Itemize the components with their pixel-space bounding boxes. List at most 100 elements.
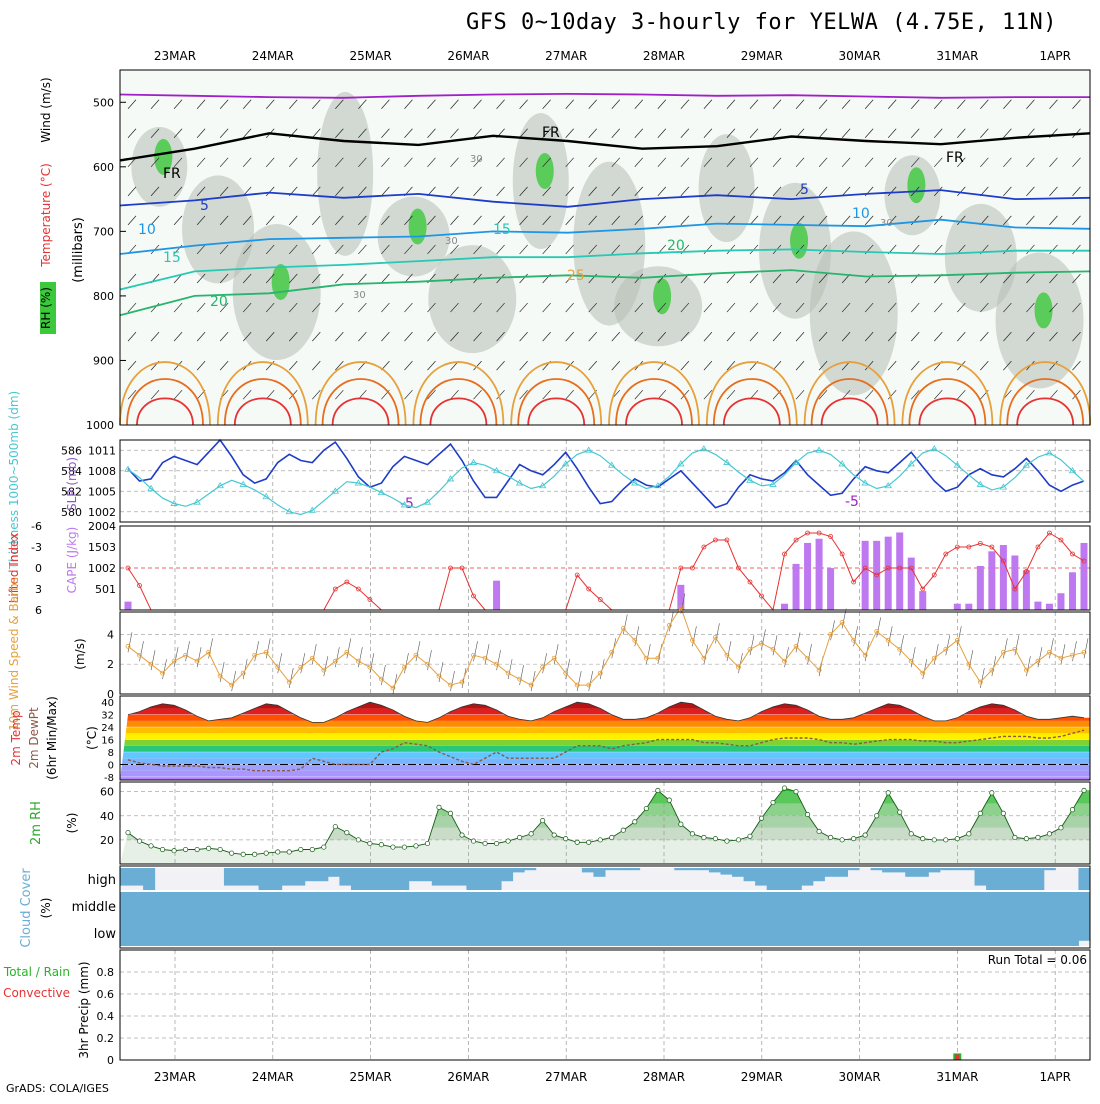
rh2m-marker xyxy=(447,810,454,816)
wind-barb xyxy=(795,389,805,400)
wind-barb xyxy=(335,273,344,284)
rh2m-marker xyxy=(793,789,799,795)
cloud-cover-bar xyxy=(628,920,641,946)
rh2m-marker xyxy=(816,828,822,834)
wind-barb xyxy=(772,331,782,342)
wind-barb xyxy=(404,215,413,226)
rh-green-blob xyxy=(1034,292,1053,329)
wind-barb xyxy=(335,360,344,371)
wind-barb xyxy=(242,331,252,342)
cloud-cover-bar xyxy=(801,920,814,946)
wind-barb-10m xyxy=(749,635,755,656)
cloud-cover-bar xyxy=(732,892,745,920)
cape-bar xyxy=(1011,555,1019,610)
wind-barb xyxy=(404,302,413,313)
wind-barb xyxy=(818,273,828,284)
wind-barb xyxy=(726,389,736,400)
wind-speed-marker xyxy=(793,643,799,649)
isotherm-line xyxy=(119,189,1091,208)
wind-barb xyxy=(703,302,713,313)
wind-speed-marker xyxy=(620,626,626,631)
wind-speed-marker xyxy=(1024,667,1029,673)
rh2m-marker xyxy=(494,840,500,847)
wind-barb xyxy=(473,215,482,226)
wind-barb xyxy=(1049,273,1058,284)
wind-barb xyxy=(657,331,667,342)
wind-barb-10m xyxy=(358,647,363,668)
wind-barb xyxy=(312,273,321,284)
rh2m-marker xyxy=(712,836,718,842)
wind-barb xyxy=(1072,215,1081,226)
rh-legend-swatch xyxy=(40,282,56,334)
cloud-cover-bar xyxy=(489,868,502,890)
wind-barb xyxy=(772,186,782,197)
cloud-cover-bar xyxy=(524,892,537,920)
cloud-cover-bar xyxy=(477,920,491,946)
wind-barb xyxy=(634,331,644,342)
wind-barb xyxy=(864,99,874,109)
date-label-top: 23MAR xyxy=(154,49,196,63)
wind-barb xyxy=(496,360,505,371)
wind-barb xyxy=(127,128,137,139)
wind-barb xyxy=(219,273,229,284)
wind-barb xyxy=(473,360,482,371)
wind-barb xyxy=(335,302,344,313)
wind-barb-10m xyxy=(427,650,432,671)
slp-marker xyxy=(999,483,1008,490)
wind-barb xyxy=(519,128,528,139)
wind-speed-marker xyxy=(183,652,188,658)
wind-barb xyxy=(519,157,528,168)
rh-contour-label: 30 xyxy=(880,218,893,229)
wind-speed-marker xyxy=(1070,652,1075,658)
cape-tick-label: 1503 xyxy=(88,541,116,554)
cloud-cover-bar xyxy=(339,920,352,946)
rh2m-marker xyxy=(459,832,465,838)
wind-barb xyxy=(381,215,390,226)
cloud-cover-bar xyxy=(420,892,433,920)
wind-barb xyxy=(127,302,137,313)
wind-barb xyxy=(611,331,621,342)
wind-barb xyxy=(980,157,989,168)
cloud-cover-bar xyxy=(420,868,433,882)
wind-speed-marker xyxy=(908,658,914,664)
wind-barb xyxy=(127,331,137,342)
wind-barb-10m xyxy=(277,653,283,674)
temp-band xyxy=(120,758,1090,765)
wind-barb xyxy=(196,99,206,109)
wind-barb xyxy=(565,244,574,255)
temp-band xyxy=(120,727,1090,734)
wind-barb xyxy=(657,273,667,284)
wind-barb xyxy=(427,360,436,371)
lifted-index-marker xyxy=(1000,558,1006,564)
slp-marker xyxy=(124,465,132,472)
cloud-cover-bar xyxy=(801,892,814,920)
wind-barb xyxy=(818,360,828,371)
wind-barb-10m xyxy=(1049,638,1054,659)
slp-marker xyxy=(308,506,316,513)
wind-barb xyxy=(934,244,943,255)
cloud-cover-bar xyxy=(154,920,167,946)
wind-barb xyxy=(496,244,505,255)
rh2m-marker xyxy=(206,845,212,851)
rh-band xyxy=(120,815,1090,828)
wind-barb xyxy=(542,99,551,109)
wind-barb-10m xyxy=(519,665,524,686)
isotherm-arc xyxy=(419,378,498,426)
slp-marker xyxy=(953,461,962,468)
wind-barb xyxy=(173,389,183,400)
wind-barb-10m xyxy=(311,644,317,665)
wind-barb xyxy=(265,215,275,226)
wind-barb xyxy=(1026,215,1035,226)
thickness-line xyxy=(127,438,1085,509)
wind-barb xyxy=(404,389,413,400)
wind-speed-marker xyxy=(874,628,880,634)
rh2m-marker xyxy=(609,834,615,841)
wind-barb-10m xyxy=(738,653,743,674)
wind-barb xyxy=(795,215,805,226)
wind-barb xyxy=(127,186,137,197)
wind-speed-marker xyxy=(666,623,672,628)
lifted-index-marker xyxy=(701,544,707,550)
wind-tick-label: 0 xyxy=(107,688,114,701)
rh-shading-blob xyxy=(944,203,1017,312)
wind-barb-10m xyxy=(933,644,939,665)
